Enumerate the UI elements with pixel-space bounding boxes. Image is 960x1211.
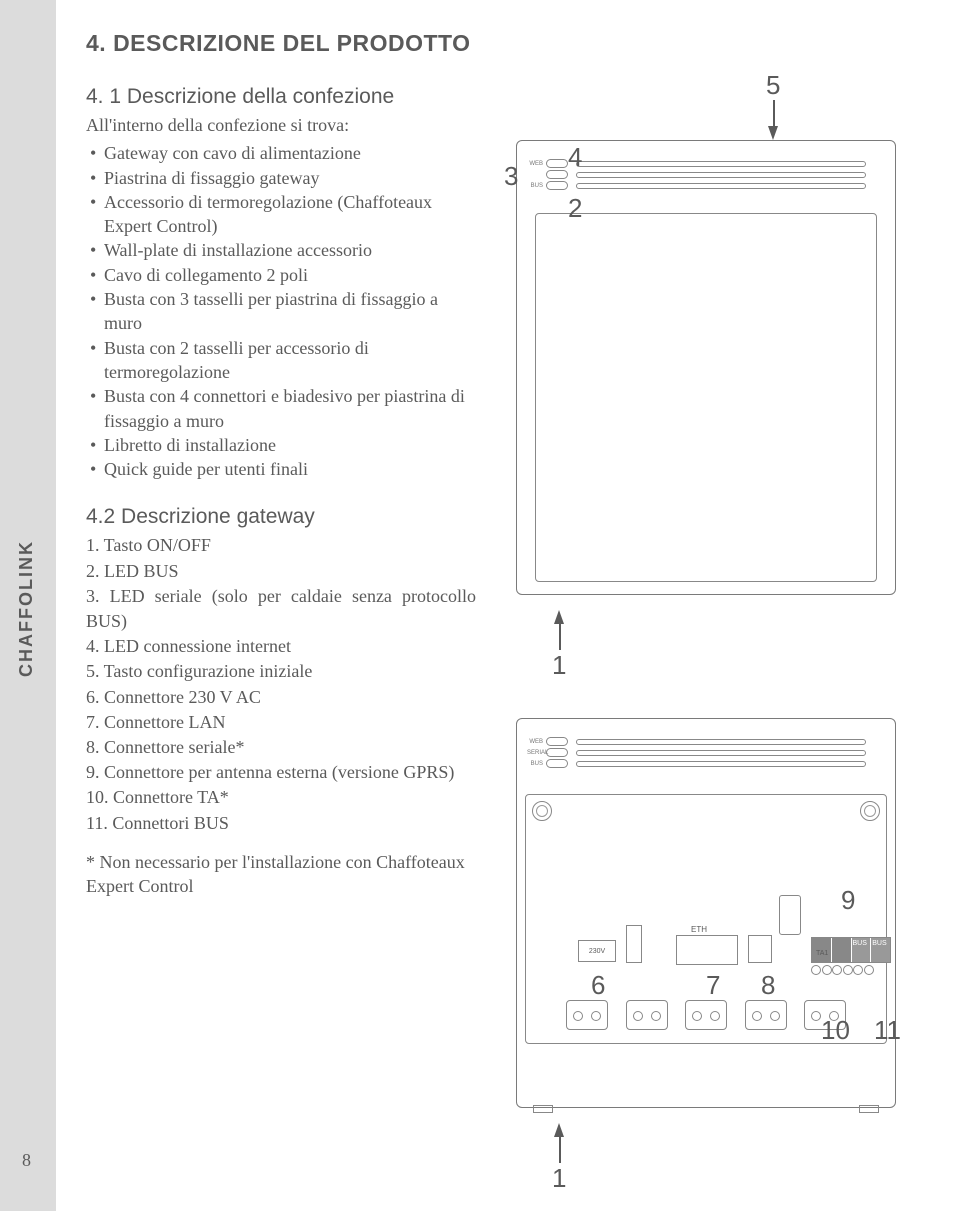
list-item: Busta con 3 tasselli per piastrina di fi… bbox=[86, 287, 476, 336]
package-contents-list: Gateway con cavo di alimentazione Piastr… bbox=[86, 141, 476, 481]
list-item: 4. LED connessione internet bbox=[86, 634, 476, 659]
connector-antenna bbox=[779, 895, 801, 935]
list-item: Wall-plate di installazione accessorio bbox=[86, 238, 476, 262]
footnote: * Non necessario per l'installazione con… bbox=[86, 850, 476, 899]
callout-1b: 1 bbox=[552, 1163, 566, 1194]
led-indicator bbox=[546, 737, 568, 746]
device-foot bbox=[533, 1105, 553, 1113]
led-slot bbox=[576, 750, 866, 756]
diagram-column: 5 WEB BUS bbox=[476, 30, 940, 1191]
list-item: Quick guide per utenti finali bbox=[86, 457, 476, 481]
led-indicator bbox=[546, 759, 568, 768]
led-slot bbox=[576, 761, 866, 767]
connector-small bbox=[626, 925, 642, 963]
screw-icon bbox=[860, 801, 880, 821]
list-item: 10. Connettore TA* bbox=[86, 785, 476, 810]
connector-eth bbox=[676, 935, 738, 965]
list-item: 7. Connettore LAN bbox=[86, 710, 476, 735]
callout-1: 1 bbox=[552, 650, 566, 681]
led-slot bbox=[576, 161, 866, 167]
list-item: Libretto di installazione bbox=[86, 433, 476, 457]
callout-4: 4 bbox=[568, 142, 582, 173]
callout-line bbox=[559, 622, 561, 650]
led-label: SERIAL bbox=[527, 750, 543, 756]
sidebar: CHAFFOLINK 8 bbox=[0, 0, 56, 1211]
led-indicator bbox=[546, 170, 568, 179]
callout-11: 11 bbox=[874, 1015, 901, 1046]
callout-3: 3 bbox=[504, 161, 518, 192]
list-item: 11. Connettori BUS bbox=[86, 811, 476, 836]
section-1-intro: All'interno della confezione si trova: bbox=[86, 113, 476, 137]
led-slot bbox=[576, 172, 866, 178]
ta1-label: TA1 bbox=[816, 950, 828, 957]
callout-2: 2 bbox=[568, 193, 582, 224]
diagram-gateway-back: WEB SERIAL BUS bbox=[516, 718, 896, 1108]
diagram-inner-frame bbox=[535, 213, 877, 582]
terminal-screws bbox=[811, 965, 874, 975]
led-indicator bbox=[546, 748, 568, 757]
led-label: BUS bbox=[527, 761, 543, 767]
list-item: 6. Connettore 230 V AC bbox=[86, 685, 476, 710]
callout-6: 6 bbox=[591, 970, 605, 1001]
led-indicator bbox=[546, 159, 568, 168]
section-title-2: 4.2 Descrizione gateway bbox=[86, 505, 476, 529]
led-group: WEB SERIAL BUS bbox=[527, 737, 866, 770]
gateway-desc-list: 1. Tasto ON/OFF 2. LED BUS 3. LED serial… bbox=[86, 533, 476, 835]
list-item: Cavo di collegamento 2 poli bbox=[86, 263, 476, 287]
page-title: 4. DESCRIZIONE DEL PRODOTTO bbox=[86, 30, 476, 57]
list-item: 8. Connettore seriale* bbox=[86, 735, 476, 760]
connector-panel: 230V ETH BUS BUS TA1 bbox=[525, 794, 887, 1044]
list-item: Busta con 4 connettori e biadesivo per p… bbox=[86, 384, 476, 433]
arrow-down-icon bbox=[768, 126, 778, 140]
callout-9: 9 bbox=[841, 885, 855, 916]
led-slot bbox=[576, 183, 866, 189]
page-number: 8 bbox=[22, 1150, 31, 1171]
list-item: 2. LED BUS bbox=[86, 559, 476, 584]
callout-5: 5 bbox=[766, 70, 780, 101]
connector-230v: 230V bbox=[578, 940, 616, 962]
list-item: 1. Tasto ON/OFF bbox=[86, 533, 476, 558]
list-item: 9. Connettore per antenna esterna (versi… bbox=[86, 760, 476, 785]
led-indicator bbox=[546, 181, 568, 190]
cable-clamps bbox=[566, 1000, 846, 1035]
screw-icon bbox=[532, 801, 552, 821]
eth-label: ETH bbox=[691, 925, 707, 934]
list-item: Busta con 2 tasselli per accessorio di t… bbox=[86, 336, 476, 385]
section-title-1: 4. 1 Descrizione della confezione bbox=[86, 85, 476, 109]
callout-line bbox=[773, 100, 775, 128]
list-item: 5. Tasto configurazione iniziale bbox=[86, 659, 476, 684]
callout-7: 7 bbox=[706, 970, 720, 1001]
sidebar-brand: CHAFFOLINK bbox=[16, 540, 37, 677]
led-label: WEB bbox=[527, 739, 543, 745]
callout-10: 10 bbox=[821, 1015, 850, 1046]
callout-8: 8 bbox=[761, 970, 775, 1001]
callout-line bbox=[559, 1135, 561, 1163]
list-item: 3. LED seriale (solo per caldaie senza p… bbox=[86, 584, 476, 634]
list-item: Gateway con cavo di alimentazione bbox=[86, 141, 476, 165]
list-item: Piastrina di fissaggio gateway bbox=[86, 166, 476, 190]
device-foot bbox=[859, 1105, 879, 1113]
led-label: BUS bbox=[527, 183, 543, 189]
list-item: Accessorio di termoregolazione (Chaffote… bbox=[86, 190, 476, 239]
led-label: WEB bbox=[527, 161, 543, 167]
led-slot bbox=[576, 739, 866, 745]
connector-serial bbox=[748, 935, 772, 963]
